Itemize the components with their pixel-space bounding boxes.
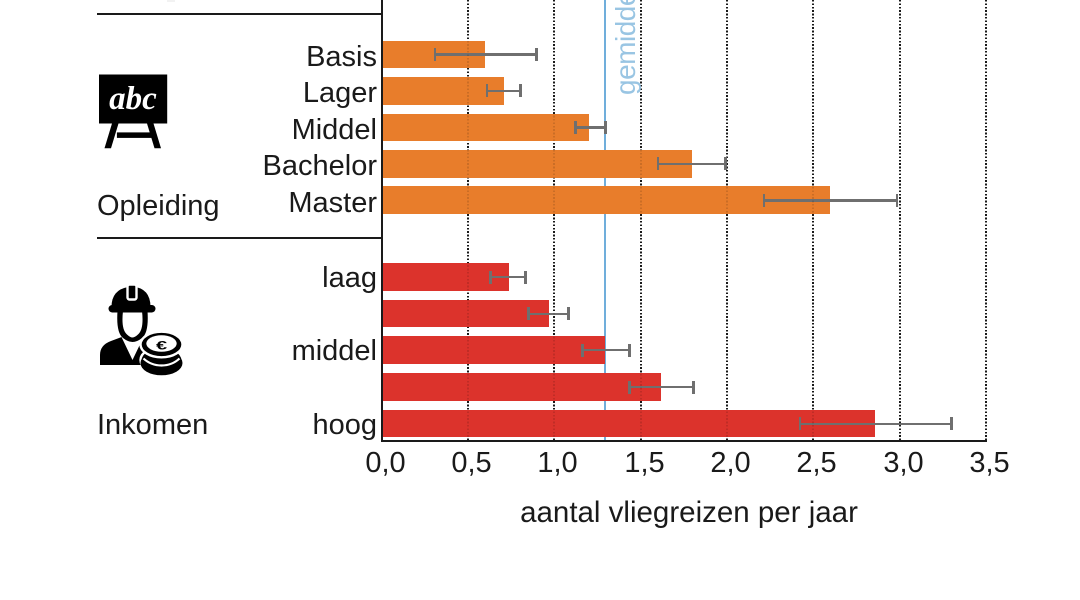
svg-text:abc: abc: [109, 81, 157, 117]
svg-text:€: €: [156, 339, 167, 353]
